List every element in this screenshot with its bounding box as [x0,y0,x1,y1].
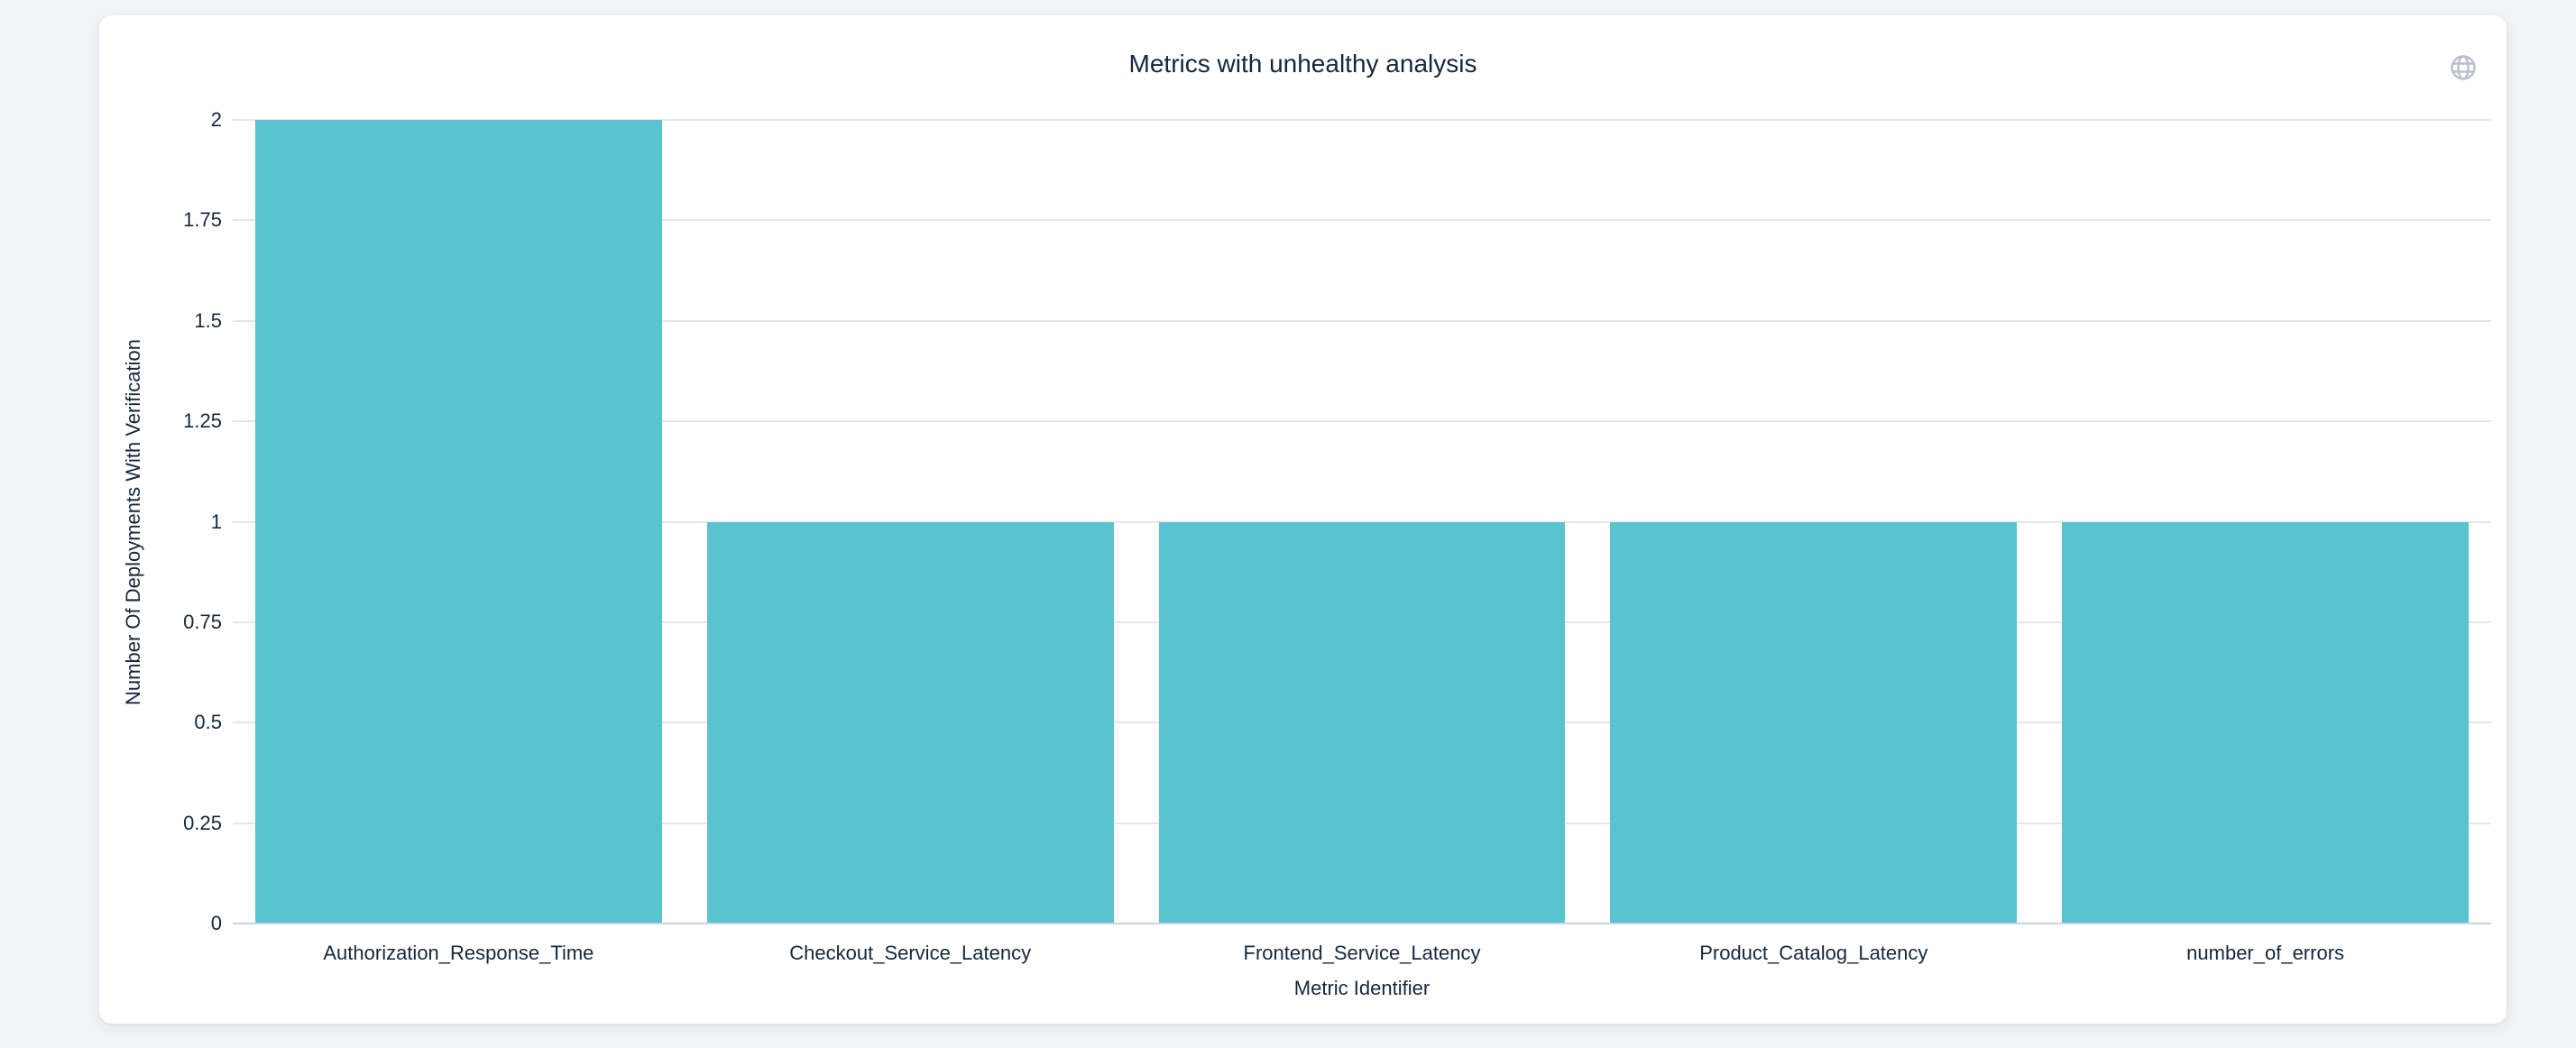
gridline [233,219,2491,222]
y-tick-label: 0.5 [194,711,222,734]
y-tick-label: 1.25 [183,409,222,433]
y-tick-label: 0.25 [183,811,222,834]
x-axis-title: Metric Identifier [1293,977,1431,999]
gridline [233,420,2491,423]
y-tick-label: 1.5 [194,308,222,332]
gridline [233,119,2491,121]
x-tick-label: Product_Catalog_Latency [1699,942,1928,964]
y-tick-label: 0.75 [183,610,222,633]
bar-Frontend_Service_Latency[interactable] [1158,521,1566,924]
x-tick-label: Authorization_Response_Time [323,942,594,964]
bar-Authorization_Response_Time[interactable] [255,120,662,924]
x-tick-label: number_of_errors [2186,942,2345,964]
x-axis-line [233,923,2491,924]
y-tick-labels: 0 0.25 0.5 0.75 1 1.25 1.5 1.75 2 [99,108,222,934]
y-tick-label: 1 [210,510,222,533]
bar-Product_Catalog_Latency[interactable] [1610,521,2018,924]
x-tick-label: Checkout_Service_Latency [789,942,1032,964]
x-tick-labels: Authorization_Response_Time Checkout_Serv… [233,942,2491,969]
y-tick-label: 0 [210,912,222,934]
bar-Checkout_Service_Latency[interactable] [706,521,1114,924]
plot-area [233,119,2491,924]
y-tick-label: 1.75 [183,208,222,232]
globe-icon[interactable] [2449,53,2478,82]
chart-title: Metrics with unhealthy analysis [1128,50,1477,78]
x-tick-label: Frontend_Service_Latency [1243,942,1481,964]
y-tick-label: 2 [210,108,222,131]
chart-card: Metrics with unhealthy analysis Number O… [99,15,2507,1024]
gridline [233,319,2491,322]
bar-number_of_errors[interactable] [2062,521,2469,924]
